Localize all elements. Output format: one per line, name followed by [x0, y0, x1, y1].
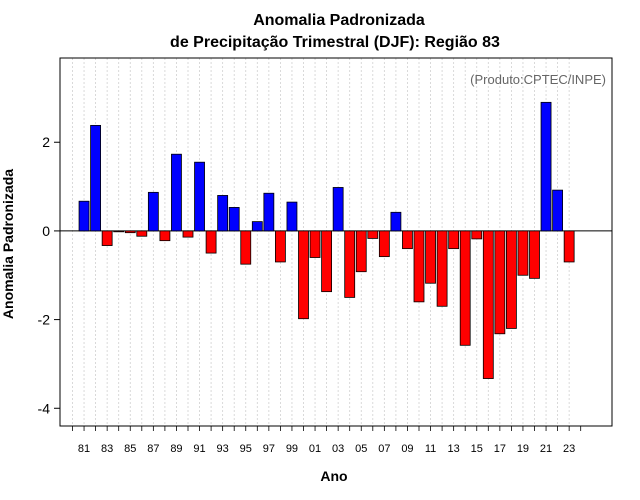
bar-08 [390, 211, 402, 232]
bar-19 [517, 230, 529, 276]
x-tick-label: 05 [355, 443, 367, 455]
bar-93 [217, 195, 229, 232]
x-tick-label: 93 [217, 443, 229, 455]
x-tick-label: 99 [286, 443, 298, 455]
x-tick-label: 15 [471, 443, 483, 455]
bar-01 [309, 230, 321, 258]
x-tick-label: 81 [78, 443, 90, 455]
bar-17 [494, 230, 506, 335]
x-tick-label: 21 [540, 443, 552, 455]
x-tick-label: 95 [240, 443, 252, 455]
x-tick-label: 07 [378, 443, 390, 455]
x-tick-label: 17 [494, 443, 506, 455]
x-axis: 81 83 85 87 89 91 93 95 97 99 01 03 05 07 09 11 13 15 17 19… [72, 426, 582, 455]
bar-97 [263, 192, 275, 232]
bar-07 [378, 230, 390, 258]
x-tick-label: 01 [309, 443, 321, 455]
bar-88 [159, 230, 171, 242]
bar-22 [552, 189, 563, 232]
y-tick-label: -4 [38, 400, 51, 416]
chart-title-line2: de Precipitação Trimestral (DJF): Região… [170, 34, 500, 51]
bar-13 [448, 230, 460, 250]
bar-18 [505, 230, 517, 329]
bar-15 [471, 230, 483, 240]
x-tick-label: 97 [263, 443, 275, 455]
bar-16 [482, 230, 494, 379]
bar-91 [194, 161, 205, 232]
y-axis: -4 -2 0 2 [38, 134, 60, 416]
bar-06 [367, 230, 379, 239]
bar-86 [136, 230, 148, 237]
bar-00 [298, 230, 309, 320]
bar-12 [436, 230, 448, 307]
bar-98 [274, 230, 286, 263]
plot-frame [59, 57, 613, 427]
y-tick-label: 2 [42, 134, 50, 150]
x-tick-label: 09 [401, 443, 413, 455]
y-tick-label: 0 [42, 223, 50, 239]
x-tick-label: 03 [332, 443, 344, 455]
bar-84 [113, 230, 125, 233]
bar-02 [321, 230, 333, 293]
bar-90 [182, 230, 194, 238]
bar-94 [228, 207, 240, 232]
bar-21 [540, 101, 552, 232]
x-tick-label: 23 [563, 443, 575, 455]
bar-03 [332, 187, 344, 232]
bar-14 [459, 230, 471, 346]
bar-87 [147, 191, 159, 232]
bar-85 [124, 230, 136, 234]
x-tick-label: 11 [425, 443, 436, 455]
chart-title-line1: Anomalia Padronizada [253, 12, 425, 29]
y-axis-title: Anomalia Padronizada [0, 169, 16, 319]
x-tick-label: 13 [448, 443, 460, 455]
bar-09 [402, 230, 413, 250]
bar-23 [563, 230, 575, 263]
bar-04 [344, 230, 356, 298]
credit-annotation: (Produto:CPTEC/INPE) [470, 72, 606, 87]
x-tick-label: 19 [517, 443, 529, 455]
y-tick-label: -2 [38, 312, 51, 328]
bar-11 [425, 230, 436, 284]
bar-96 [251, 221, 263, 232]
x-tick-label: 91 [193, 443, 205, 455]
bar-99 [286, 201, 298, 232]
x-tick-label: 85 [124, 443, 136, 455]
bar-20 [529, 230, 540, 279]
bar-05 [355, 230, 367, 273]
bar-95 [240, 230, 252, 265]
bar-92 [205, 230, 217, 254]
bars [78, 101, 575, 379]
x-tick-label: 83 [101, 443, 113, 455]
bar-81 [78, 200, 90, 232]
bar-10 [413, 230, 425, 303]
bar-83 [101, 230, 113, 246]
bar-82 [90, 124, 101, 232]
x-tick-label: 89 [170, 443, 182, 455]
x-tick-label: 87 [147, 443, 159, 455]
x-axis-title: Ano [320, 468, 347, 484]
bar-89 [171, 153, 182, 232]
